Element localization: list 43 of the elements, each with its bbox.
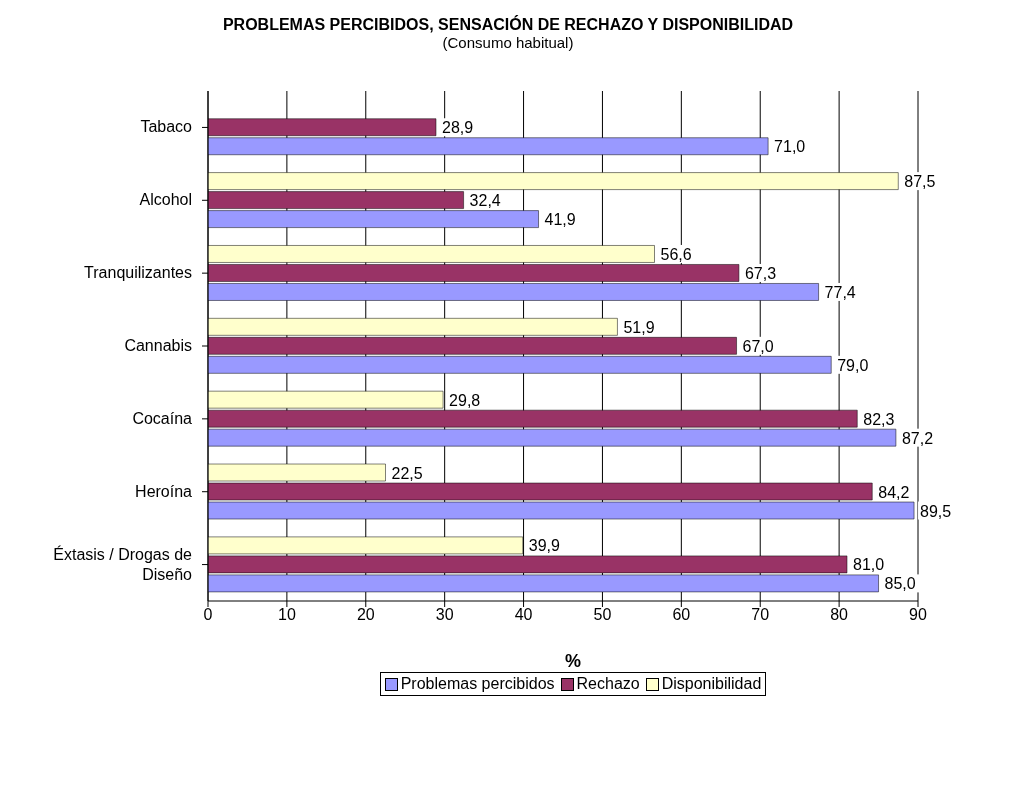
- data-label: 84,2: [878, 483, 910, 501]
- data-label: 82,3: [863, 410, 895, 428]
- y-tick-label: Alcohol: [139, 191, 192, 209]
- legend-label: Rechazo: [576, 675, 640, 693]
- x-tick-label: 70: [751, 606, 770, 624]
- data-label: 67,3: [744, 264, 777, 282]
- x-tick-label: 50: [593, 606, 612, 624]
- data-label: 28,9: [441, 119, 474, 137]
- y-tick-label: Cocaína: [132, 409, 193, 427]
- data-label: 56,6: [660, 245, 692, 263]
- x-axis-title: %: [564, 651, 582, 672]
- legend-label: Disponibilidad: [661, 675, 762, 693]
- data-label: 67,0: [742, 337, 774, 355]
- data-label: 81,0: [853, 556, 885, 574]
- data-label: 39,9: [528, 537, 561, 555]
- x-tick-label: 30: [435, 606, 454, 624]
- x-tick-label: 10: [277, 606, 296, 624]
- x-tick-label: 0: [203, 606, 213, 624]
- data-label: 87,5: [904, 173, 936, 191]
- chart-title: PROBLEMAS PERCIBIDOS, SENSACIÓN DE RECHAZO Y DISPONIBILIDAD: [221, 16, 795, 34]
- data-label: 79,0: [837, 356, 869, 374]
- data-label: 77,4: [824, 283, 856, 301]
- y-tick-label: Cannabis: [124, 337, 192, 354]
- data-label: 22,5: [391, 464, 423, 482]
- x-tick-label: 90: [909, 606, 927, 624]
- chart-subtitle: (Consumo habitual): [441, 34, 575, 51]
- data-label: 32,4: [469, 192, 501, 210]
- data-label: 87,2: [901, 429, 934, 447]
- data-label: 89,5: [920, 502, 952, 520]
- y-tick-label: Heroína: [135, 482, 193, 500]
- x-tick-label: 60: [672, 606, 691, 624]
- data-label: 41,9: [544, 211, 576, 229]
- y-tick-label: Tabaco: [140, 118, 193, 136]
- data-label: 85,0: [884, 575, 916, 593]
- data-label: 51,9: [623, 318, 655, 336]
- data-label: 71,0: [774, 138, 806, 156]
- data-label: 29,8: [449, 391, 481, 409]
- y-tick-label: Éxtasis / Drogas de Diseño: [53, 544, 193, 583]
- legend-label: Problemas percibidos: [400, 675, 555, 693]
- x-tick-label: 80: [830, 606, 849, 624]
- y-tick-label: Tranquilizantes: [84, 264, 192, 282]
- x-tick-label: 40: [514, 606, 533, 624]
- x-tick-label: 20: [356, 606, 375, 624]
